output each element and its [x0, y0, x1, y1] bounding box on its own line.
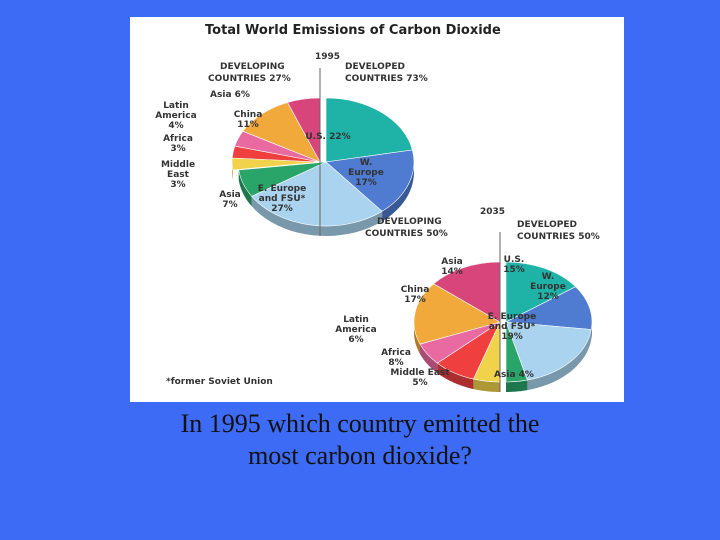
slice-asia-14 — [433, 261, 501, 323]
pie-1995: 1995 DEVELOPING COUNTRIES 27% DEVELOPED COUN… — [155, 52, 428, 236]
question-text: In 1995 which country emitted the most c… — [0, 408, 720, 472]
slice-label-e-europe-and-fsu-27: E. Europe and FSU* 27% — [258, 184, 306, 214]
slice-label-asia-4: Asia 4% — [494, 370, 534, 380]
slice-label-asia-7: Asia 7% — [219, 190, 240, 210]
developing-label-line1: DEVELOPING — [220, 62, 285, 72]
slice-side-e-europe-and-fsu-27 — [251, 196, 383, 236]
slice-label-latin-america-4: Latin America 4% — [155, 101, 196, 131]
slice-label-africa-8: Africa 8% — [381, 348, 411, 368]
chart-title: Total World Emissions of Carbon Dioxide — [205, 23, 501, 38]
slice-w-europe-12 — [504, 286, 593, 330]
slice-china-17 — [413, 283, 501, 345]
slice-label-middle-east-3: Middle East 3% — [161, 160, 195, 190]
slice-label-middle-east-5: Middle East 5% — [390, 368, 450, 388]
slice-w-europe-17 — [325, 149, 415, 212]
slice-side-africa-8 — [437, 363, 474, 390]
slice-side-middle-east-5 — [473, 379, 500, 392]
year-label: 2035 — [480, 207, 505, 217]
slice-e-europe-and-fsu-19 — [505, 321, 592, 381]
slice-label-asia-14: Asia 14% — [441, 257, 463, 277]
emissions-figure: Total World Emissions of Carbon Dioxide … — [130, 17, 624, 402]
slice-label-china-17: China 17% — [401, 285, 430, 305]
slice-label-e-europe-and-fsu-19: E. Europe and FSU* 19% — [488, 312, 536, 342]
pie-2035: 2035 DEVELOPING COUNTRIES 50% DEVELOPED COUN… — [335, 207, 600, 392]
footnote: *former Soviet Union — [166, 377, 273, 387]
developing-label-line2: COUNTRIES 27% — [208, 74, 291, 84]
developed-label-line1: DEVELOPED — [517, 220, 577, 230]
slice-u-s-15 — [505, 261, 577, 323]
year-label: 1995 — [315, 52, 340, 62]
slice-label-latin-america-6: Latin America 6% — [335, 315, 376, 345]
slice-label-china-11: China 11% — [234, 110, 263, 130]
slice-side-latin-america-6 — [420, 344, 438, 374]
question-line-2: most carbon dioxide? — [248, 441, 472, 470]
slice-label-u-s-22: U.S. 22% — [305, 132, 350, 142]
developed-label-line2: COUNTRIES 73% — [345, 74, 428, 84]
slice-label-africa-3: Africa 3% — [163, 134, 193, 154]
developing-label-line1: DEVELOPING — [377, 217, 442, 227]
slice-label-u-s-15: U.S. 15% — [503, 255, 525, 275]
slice-side-w-europe-17 — [382, 150, 414, 222]
slice-e-europe-and-fsu-27 — [251, 161, 383, 227]
developed-label-line2: COUNTRIES 50% — [517, 232, 600, 242]
pie-charts-svg: Total World Emissions of Carbon Dioxide … — [155, 23, 600, 392]
slice-label-w-europe-12: W. Europe 12% — [530, 272, 566, 302]
slice-label-asia-6: Asia 6% — [210, 90, 250, 100]
slice-asia-4 — [505, 321, 528, 383]
developed-label-line1: DEVELOPED — [345, 62, 405, 72]
slice-asia-7 — [238, 161, 327, 197]
developing-label-line2: COUNTRIES 50% — [365, 229, 448, 239]
slice-u-s-22 — [325, 97, 413, 163]
question-line-1: In 1995 which country emitted the — [180, 409, 540, 438]
slice-side-e-europe-and-fsu-19 — [527, 329, 592, 391]
slice-side-asia-4 — [506, 380, 528, 392]
slice-label-w-europe-17: W. Europe 17% — [348, 158, 384, 188]
slice-side-asia-7 — [238, 170, 252, 207]
